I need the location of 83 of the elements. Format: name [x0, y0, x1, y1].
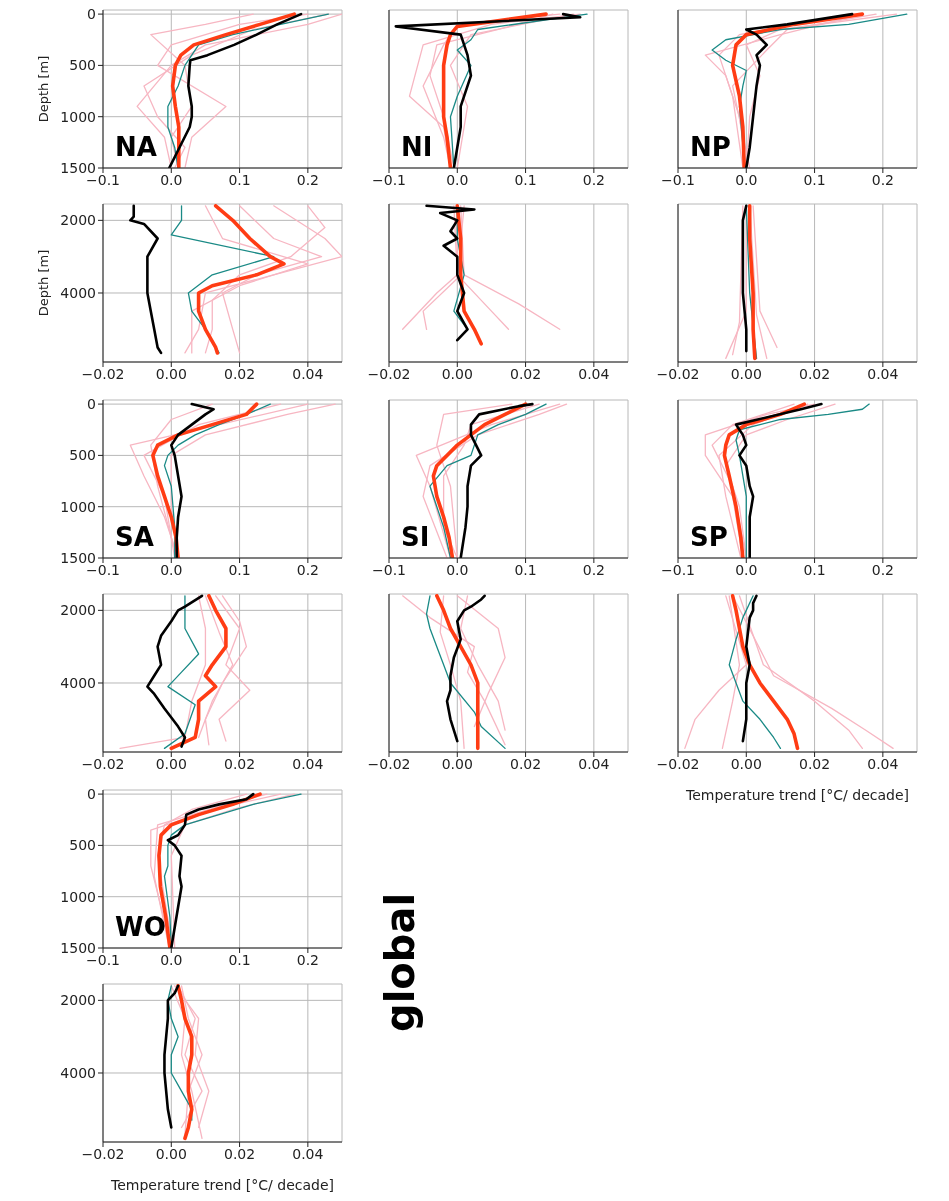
x-tick-label: 0.04 — [578, 365, 610, 382]
y-tick-label: 1500 — [60, 549, 96, 566]
x-tick-label: −0.02 — [81, 755, 125, 772]
y-tick-label: 0 — [87, 786, 96, 803]
x-tick-label: 0.2 — [582, 171, 605, 188]
y-tick-label: 2000 — [60, 992, 96, 1009]
y-tick-label: 1500 — [60, 939, 96, 956]
x-tick-label: 0.2 — [871, 171, 894, 188]
y-tick-label: 1000 — [60, 888, 96, 905]
x-tick-label: 0.02 — [509, 755, 542, 772]
x-tick-label: 0.1 — [228, 951, 251, 968]
x-tick-label: 0.04 — [867, 755, 899, 772]
x-tick-label: 0.00 — [155, 365, 187, 382]
x-tick-label: 0.02 — [798, 755, 831, 772]
x-tick-label: −0.1 — [372, 561, 406, 578]
x-tick-label: 0.1 — [803, 171, 826, 188]
annotation: SP — [690, 522, 728, 552]
x-tick-label: 0.00 — [441, 365, 473, 382]
x-tick-label: 0.2 — [871, 561, 894, 578]
x-tick-label: 0.00 — [441, 755, 473, 772]
annotation: NI — [401, 132, 433, 162]
y-tick-label: 4000 — [60, 284, 96, 301]
annotation: WO — [115, 912, 166, 942]
y-tick-label: 1000 — [60, 108, 96, 125]
x-tick-label: 0.0 — [160, 561, 183, 578]
x-tick-label: 0.1 — [514, 171, 537, 188]
y-tick-label: 0 — [87, 6, 96, 23]
x-tick-label: 0.04 — [292, 1145, 324, 1162]
annotation: NA — [115, 132, 157, 162]
y-tick-label: 2000 — [60, 602, 96, 619]
x-tick-label: −0.1 — [661, 171, 695, 188]
x-tick-label: 0.0 — [446, 171, 469, 188]
y-tick-label: 500 — [69, 837, 96, 854]
x-tick-label: 0.2 — [296, 561, 319, 578]
y-tick-label: 2000 — [60, 212, 96, 229]
y-tick-label: 1500 — [60, 159, 96, 176]
x-tick-label: 0.02 — [223, 755, 256, 772]
x-tick-label: 0.0 — [160, 171, 183, 188]
annotation: SA — [115, 522, 154, 552]
x-tick-label: −0.1 — [372, 171, 406, 188]
y-tick-label: 4000 — [60, 674, 96, 691]
x-tick-label: 0.04 — [867, 365, 899, 382]
x-tick-label: −0.02 — [81, 365, 125, 382]
x-tick-label: −0.02 — [656, 365, 700, 382]
x-tick-label: 0.1 — [803, 561, 826, 578]
x-tick-label: 0.0 — [160, 951, 183, 968]
x-tick-label: 0.04 — [292, 755, 324, 772]
y-axis-title: Depth [m] — [35, 249, 51, 317]
y-tick-label: 4000 — [60, 1064, 96, 1081]
x-tick-label: 0.02 — [509, 365, 542, 382]
x-tick-label: 0.00 — [155, 1145, 187, 1162]
x-tick-label: −0.02 — [367, 755, 411, 772]
x-tick-label: −0.02 — [81, 1145, 125, 1162]
x-tick-label: 0.00 — [730, 755, 762, 772]
x-tick-label: 0.1 — [228, 171, 251, 188]
x-axis-title: Temperature trend [°C/ decade] — [684, 787, 910, 803]
x-tick-label: −0.02 — [367, 365, 411, 382]
annotation: SI — [401, 522, 430, 552]
x-axis-title: Temperature trend [°C/ decade] — [109, 1177, 335, 1193]
y-tick-label: 1000 — [60, 498, 96, 515]
x-tick-label: 0.0 — [446, 561, 469, 578]
x-tick-label: 0.0 — [735, 171, 758, 188]
annotation: NP — [690, 132, 731, 162]
text: global — [377, 892, 423, 1032]
x-tick-label: 0.2 — [582, 561, 605, 578]
x-tick-label: 0.0 — [735, 561, 758, 578]
x-tick-label: 0.00 — [155, 755, 187, 772]
x-tick-label: 0.1 — [514, 561, 537, 578]
x-tick-label: 0.02 — [223, 365, 256, 382]
y-tick-label: 500 — [69, 57, 96, 74]
y-tick-label: 0 — [87, 396, 96, 413]
x-tick-label: 0.1 — [228, 561, 251, 578]
x-tick-label: 0.02 — [798, 365, 831, 382]
x-tick-label: 0.2 — [296, 951, 319, 968]
y-axis-title: Depth [m] — [35, 55, 51, 123]
x-tick-label: −0.02 — [656, 755, 700, 772]
x-tick-label: 0.2 — [296, 171, 319, 188]
x-tick-label: −0.1 — [661, 561, 695, 578]
x-tick-label: 0.04 — [578, 755, 610, 772]
x-tick-label: 0.04 — [292, 365, 324, 382]
x-tick-label: 0.00 — [730, 365, 762, 382]
x-tick-label: 0.02 — [223, 1145, 256, 1162]
y-tick-label: 500 — [69, 447, 96, 464]
